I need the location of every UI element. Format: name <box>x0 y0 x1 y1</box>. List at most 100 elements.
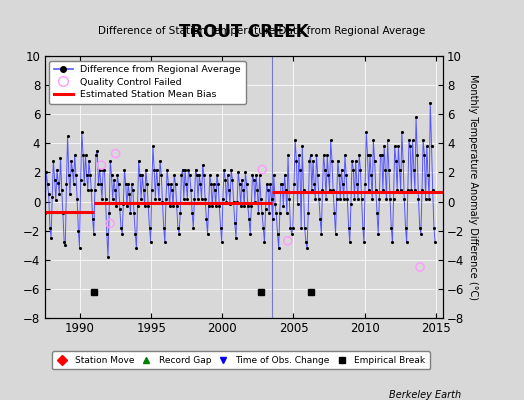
Point <box>376 152 385 158</box>
Point <box>352 158 360 164</box>
Point <box>339 181 347 187</box>
Point <box>167 181 175 187</box>
Point <box>263 181 271 187</box>
Point <box>416 224 424 231</box>
Point <box>103 230 111 237</box>
Point <box>378 152 386 158</box>
Point <box>39 181 47 187</box>
Point <box>60 239 68 246</box>
Point <box>34 210 42 216</box>
Point <box>329 187 337 193</box>
Point <box>238 176 246 183</box>
Point <box>162 196 170 202</box>
Point <box>193 172 201 178</box>
Point <box>366 152 374 158</box>
Point <box>407 187 416 193</box>
Point <box>356 166 365 173</box>
Point <box>104 254 112 260</box>
Point <box>219 196 227 202</box>
Point <box>111 187 119 193</box>
Point <box>380 143 388 150</box>
Point <box>323 152 332 158</box>
Point <box>406 143 414 150</box>
Point <box>344 224 353 231</box>
Point <box>84 187 92 193</box>
Point <box>69 181 78 187</box>
Point <box>227 166 235 173</box>
Point <box>140 203 149 209</box>
Point <box>297 224 305 231</box>
Point <box>418 187 426 193</box>
Point <box>59 210 67 216</box>
Point <box>150 166 158 173</box>
Point <box>246 230 254 237</box>
Point <box>279 203 288 209</box>
Point <box>266 181 275 187</box>
Point <box>177 172 185 178</box>
Point <box>230 198 238 205</box>
Point <box>400 196 408 202</box>
Point <box>159 224 168 231</box>
Point <box>395 166 403 173</box>
Point <box>100 166 108 173</box>
Point <box>330 210 339 216</box>
Point <box>298 143 307 150</box>
Point <box>123 203 131 209</box>
Point <box>181 166 189 173</box>
Point <box>145 224 154 231</box>
Point <box>353 181 361 187</box>
Point <box>277 181 285 187</box>
Point <box>430 224 438 231</box>
Point <box>66 191 74 198</box>
Point <box>343 196 352 202</box>
Point <box>71 152 79 158</box>
Point <box>93 148 102 154</box>
Point <box>389 196 398 202</box>
Point <box>245 216 253 222</box>
Point <box>146 239 155 246</box>
Point <box>72 172 80 178</box>
Point <box>81 152 90 158</box>
Point <box>92 152 100 158</box>
Point <box>304 210 312 216</box>
Point <box>157 172 166 178</box>
Point <box>135 158 143 164</box>
Point <box>426 99 434 106</box>
Text: Berkeley Earth: Berkeley Earth <box>389 390 461 400</box>
Point <box>50 176 59 183</box>
Point <box>374 230 383 237</box>
Point <box>405 137 413 144</box>
Point <box>311 196 320 202</box>
Point <box>101 196 110 202</box>
Point <box>204 203 213 209</box>
Point <box>139 187 148 193</box>
Point <box>132 245 140 251</box>
Point <box>207 181 215 187</box>
Point <box>249 176 258 183</box>
Point <box>268 216 277 222</box>
Point <box>56 155 64 161</box>
Point <box>305 158 313 164</box>
Point <box>413 152 421 158</box>
Point <box>35 176 43 183</box>
Point <box>348 158 356 164</box>
Point <box>416 264 424 270</box>
Point <box>117 224 125 231</box>
Point <box>200 172 208 178</box>
Point <box>248 172 257 178</box>
Point <box>401 224 410 231</box>
Point <box>321 166 329 173</box>
Point <box>358 224 367 231</box>
Point <box>308 187 316 193</box>
Point <box>315 196 323 202</box>
Point <box>313 172 322 178</box>
Point <box>80 181 89 187</box>
Point <box>250 198 259 205</box>
Point <box>208 203 216 209</box>
Point <box>215 203 224 209</box>
Point <box>131 230 139 237</box>
Point <box>203 230 212 237</box>
Point <box>176 210 184 216</box>
Point <box>334 158 342 164</box>
Point <box>194 196 202 202</box>
